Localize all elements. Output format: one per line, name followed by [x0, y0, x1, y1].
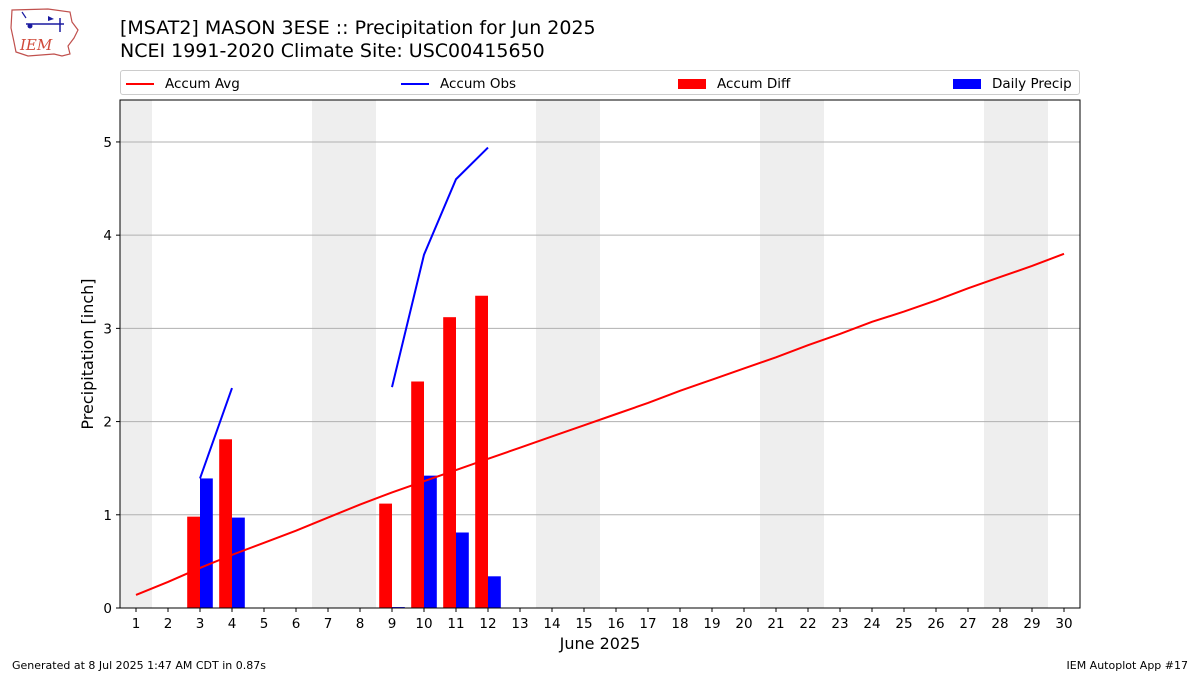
x-tick-label: 6 — [292, 616, 301, 632]
chart-title: [MSAT2] MASON 3ESE :: Precipitation for … — [120, 17, 596, 39]
x-tick-label: 9 — [388, 616, 397, 632]
x-tick-label: 2 — [164, 616, 173, 632]
x-tick-label: 3 — [196, 616, 205, 632]
x-tick-label: 22 — [799, 616, 816, 632]
chart-legend: Accum Avg Accum Obs Accum Diff Daily Pre… — [120, 70, 1080, 95]
weekend-shade — [312, 100, 376, 608]
x-tick-label: 27 — [959, 616, 976, 632]
x-tick-label: 18 — [671, 616, 688, 632]
x-tick-label: 28 — [991, 616, 1008, 632]
x-tick-label: 17 — [639, 616, 656, 632]
legend-swatch — [678, 78, 706, 89]
weekend-shade — [120, 100, 152, 608]
x-tick-label: 20 — [735, 616, 752, 632]
x-tick-label: 12 — [479, 616, 496, 632]
bar-daily-precip — [456, 532, 469, 608]
y-tick-label: 2 — [103, 415, 112, 431]
x-tick-label: 30 — [1055, 616, 1072, 632]
x-tick-label: 1 — [132, 616, 141, 632]
weekend-shade — [536, 100, 600, 608]
y-tick-label: 3 — [103, 321, 112, 337]
x-tick-label: 15 — [575, 616, 592, 632]
bar-accum-diff — [219, 439, 232, 608]
y-axis-label: Precipitation [inch] — [78, 278, 97, 429]
y-tick-label: 0 — [103, 601, 112, 617]
legend-label: Accum Diff — [717, 75, 791, 92]
x-tick-label: 19 — [703, 616, 720, 632]
x-tick-label: 24 — [863, 616, 880, 632]
y-tick-label: 5 — [103, 135, 112, 151]
legend-swatch — [953, 78, 981, 89]
iem-logo: IEM — [10, 8, 79, 57]
x-tick-label: 4 — [228, 616, 237, 632]
x-tick-label: 29 — [1023, 616, 1040, 632]
bar-daily-precip — [424, 475, 437, 608]
x-tick-label: 13 — [511, 616, 528, 632]
x-tick-label: 26 — [927, 616, 944, 632]
y-tick-label: 4 — [103, 228, 112, 244]
legend-item-accum-obs: Accum Obs — [401, 71, 516, 96]
x-tick-label: 5 — [260, 616, 269, 632]
legend-item-daily-precip: Daily Precip — [953, 71, 1072, 96]
plot-frame — [119, 99, 1081, 609]
x-tick-label: 25 — [895, 616, 912, 632]
y-tick-label: 1 — [103, 508, 112, 524]
bar-daily-precip — [200, 478, 213, 608]
legend-swatch — [401, 82, 429, 85]
line-accum-obs — [199, 387, 233, 479]
bar-accum-diff — [443, 317, 456, 608]
legend-label: Accum Avg — [165, 75, 240, 92]
logo-text: IEM — [19, 36, 53, 54]
bar-accum-diff — [187, 516, 200, 608]
x-tick-label: 11 — [447, 616, 464, 632]
x-tick-label: 7 — [324, 616, 333, 632]
footer-app: IEM Autoplot App #17 — [1066, 659, 1189, 672]
legend-swatch — [126, 82, 154, 85]
bar-accum-diff — [475, 295, 488, 608]
legend-item-accum-diff: Accum Diff — [678, 71, 790, 96]
bar-daily-precip — [488, 576, 501, 608]
bar-daily-precip — [232, 517, 245, 608]
line-accum-obs — [391, 146, 489, 388]
x-tick-label: 23 — [831, 616, 848, 632]
x-tick-label: 14 — [543, 616, 560, 632]
footer-generated: Generated at 8 Jul 2025 1:47 AM CDT in 0… — [12, 659, 266, 672]
legend-label: Daily Precip — [992, 75, 1072, 92]
x-tick-label: 16 — [607, 616, 624, 632]
x-tick-label: 8 — [356, 616, 365, 632]
line-accum-avg — [135, 252, 1065, 596]
x-tick-label: 10 — [415, 616, 432, 632]
weekend-shade — [984, 100, 1048, 608]
bar-accum-diff — [379, 503, 392, 608]
legend-label: Accum Obs — [440, 75, 517, 92]
chart-subtitle: NCEI 1991-2020 Climate Site: USC00415650 — [120, 40, 545, 62]
legend-item-accum-avg: Accum Avg — [126, 71, 240, 96]
x-tick-label: 21 — [767, 616, 784, 632]
weekend-shade — [760, 100, 824, 608]
x-axis-label: June 2025 — [559, 634, 641, 653]
bar-accum-diff — [411, 381, 424, 608]
